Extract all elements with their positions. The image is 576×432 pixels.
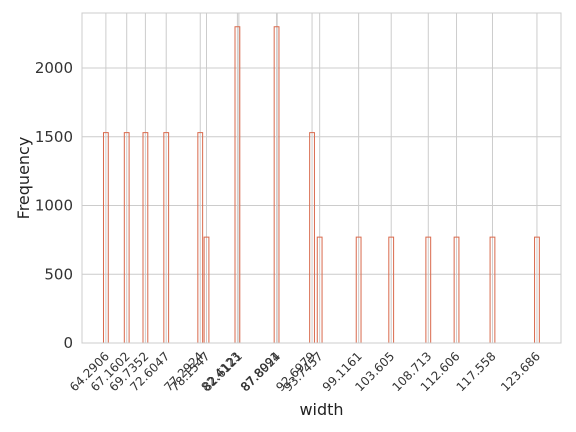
bars-layer [102,26,540,344]
y-tick-label: 1000 [35,197,73,215]
plot-frame [81,12,562,344]
y-tick-label: 0 [63,334,73,352]
y-tick-label: 500 [44,265,73,283]
y-axis-label: Frequency [14,137,33,220]
x-tick-label: 123.686 [498,349,543,394]
x-tick-labels: 64.290667.160269.735272.604777.292478.15… [67,349,543,394]
grid-layer [82,13,561,344]
x-tick-label: 117.558 [454,349,499,394]
x-axis-label: width [299,400,343,419]
y-tick-label: 1500 [35,128,73,146]
y-tick-labels: 0 500 1000 1500 2000 [35,59,73,352]
y-tick-label: 2000 [35,59,73,77]
